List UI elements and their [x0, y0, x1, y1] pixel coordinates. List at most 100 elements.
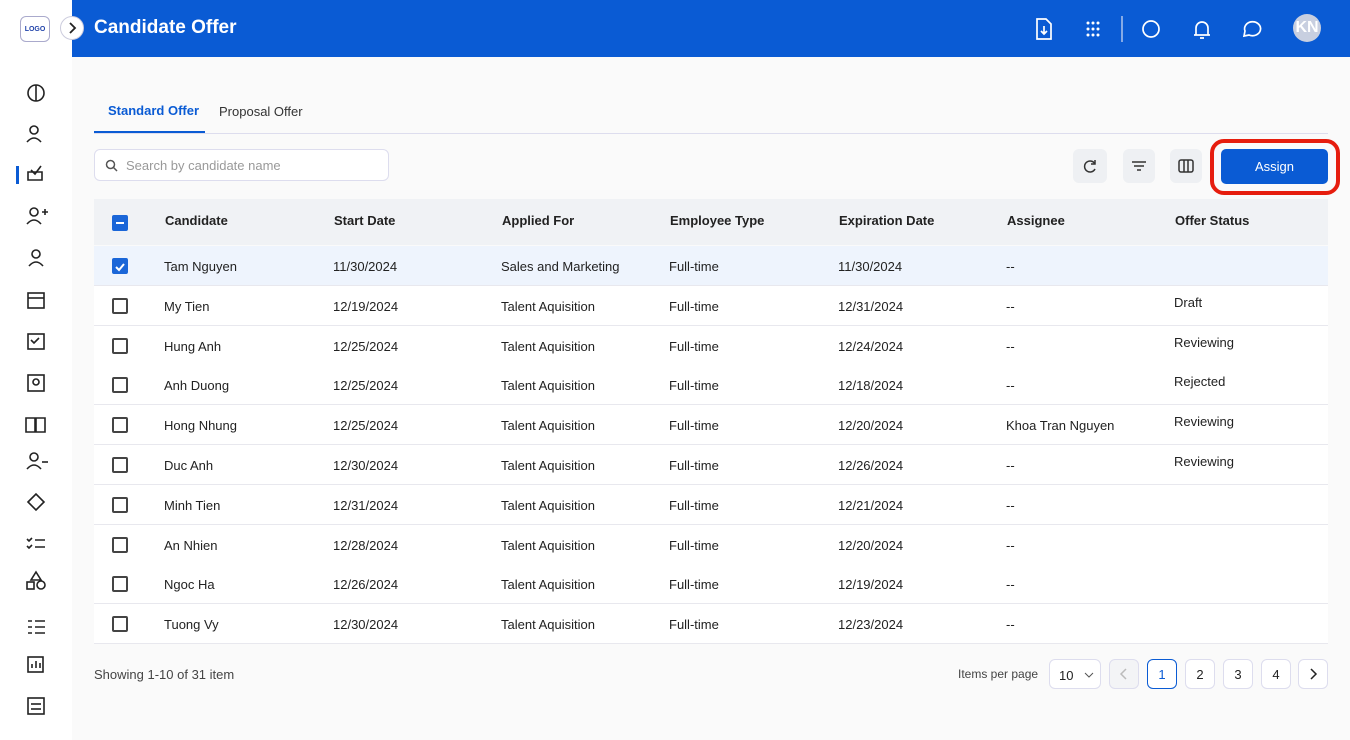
table-cell: Talent Aquisition: [501, 537, 595, 553]
table-cell: Duc Anh: [164, 458, 214, 473]
table-cell: 12/20/2024: [838, 418, 904, 434]
table-cell: 11/30/2024: [333, 259, 398, 274]
table-cell: Talent Aquisition: [501, 418, 595, 434]
table-cell: Talent Aquisition: [501, 458, 595, 473]
row-checkbox[interactable]: [112, 576, 128, 593]
check-icon: [115, 263, 125, 272]
table-cell: Full-time: [669, 537, 719, 553]
table-cell: Minh Tien: [164, 497, 221, 513]
header-icons: [1036, 16, 1262, 42]
table-cell: 11/30/2024: [838, 259, 903, 274]
table-cell: --: [1006, 338, 1015, 354]
table-row[interactable]: [94, 246, 1328, 286]
tab-divider: [94, 133, 1328, 134]
table-cell: 12/25/2024: [333, 338, 399, 354]
row-checkbox[interactable]: [112, 496, 128, 513]
table-cell: Full-time: [669, 298, 719, 314]
search-icon: [105, 159, 118, 172]
table-cell: --: [1006, 378, 1015, 394]
assign-button[interactable]: Assign: [1221, 149, 1328, 184]
row-checkbox[interactable]: [112, 297, 128, 314]
page-button[interactable]: 1: [1147, 659, 1177, 689]
filter-button[interactable]: [1123, 149, 1155, 183]
table-cell: --: [1006, 617, 1015, 633]
next-icon: [1310, 668, 1318, 680]
filter-icon: [1132, 161, 1146, 171]
table-cell: --: [1006, 577, 1015, 593]
next-page[interactable]: [1298, 659, 1328, 689]
row-checkbox[interactable]: [112, 337, 128, 354]
table-row[interactable]: [94, 445, 1328, 485]
table-cell: 12/26/2024: [333, 577, 399, 593]
table-cell: Reviewing: [1174, 334, 1234, 350]
table-row[interactable]: [94, 484, 1328, 525]
table-row[interactable]: [94, 524, 1328, 565]
avatar[interactable]: KN: [1293, 14, 1321, 42]
top-bar: [72, 0, 1350, 57]
table-row[interactable]: [94, 285, 1328, 326]
table-cell: Full-time: [669, 458, 719, 473]
sidebar: [0, 0, 72, 740]
table-cell: Talent Aquisition: [501, 298, 595, 314]
search-input[interactable]: Search by candidate name: [94, 149, 389, 181]
page-button[interactable]: 3: [1223, 659, 1253, 689]
table-cell: Tam Nguyen: [164, 259, 237, 274]
search-placeholder: Search by candidate name: [126, 158, 281, 173]
table-row[interactable]: [94, 365, 1328, 406]
table-cell: --: [1006, 537, 1015, 553]
column-header: Applied For: [502, 213, 575, 228]
page-button[interactable]: 4: [1261, 659, 1291, 689]
table-cell: 12/24/2024: [838, 338, 904, 354]
sidebar-toggle[interactable]: [60, 16, 84, 40]
tab-active[interactable]: Standard Offer: [108, 103, 200, 118]
table-cell: 12/31/2024: [838, 298, 904, 314]
refresh-button[interactable]: [1073, 149, 1107, 183]
row-checkbox[interactable]: [112, 457, 128, 473]
table-cell: 12/30/2024: [333, 617, 399, 633]
table-row[interactable]: [94, 604, 1328, 645]
select-all-checkbox[interactable]: [112, 215, 128, 231]
table-row[interactable]: [94, 564, 1328, 605]
per-page-select[interactable]: 10: [1049, 659, 1101, 689]
table-cell: Full-time: [669, 617, 719, 633]
table-header: [94, 199, 1328, 245]
pagination-summary: Showing 1-10 of 31 item: [94, 667, 235, 682]
row-checkbox[interactable]: [112, 536, 128, 553]
table-row[interactable]: [94, 405, 1328, 446]
table-cell: Full-time: [669, 497, 719, 513]
table-cell: 12/19/2024: [838, 577, 904, 593]
table-cell: 12/19/2024: [333, 298, 399, 314]
table-cell: --: [1006, 298, 1015, 314]
table-cell: Hung Anh: [164, 338, 222, 354]
table-cell: My Tien: [164, 298, 210, 314]
active-indicator: [16, 166, 19, 184]
prev-page[interactable]: [1109, 659, 1139, 689]
logo[interactable]: LOGO: [20, 16, 50, 42]
tab[interactable]: Proposal Offer: [219, 104, 303, 119]
table-cell: Talent Aquisition: [501, 338, 595, 354]
table-cell: --: [1006, 497, 1015, 513]
table-cell: 12/23/2024: [838, 617, 904, 633]
row-checkbox[interactable]: [112, 616, 128, 633]
table-cell: 12/30/2024: [333, 458, 399, 473]
highlight-outline: [1210, 139, 1340, 195]
table-cell: Talent Aquisition: [501, 577, 595, 593]
row-checkbox[interactable]: [112, 377, 128, 394]
table-cell: Hong Nhung: [164, 418, 237, 434]
per-page-value: 10: [1059, 668, 1074, 683]
prev-icon: [1119, 668, 1127, 680]
table-cell: Draft: [1174, 294, 1203, 310]
columns-button[interactable]: [1170, 149, 1202, 183]
table-cell: Ngoc Ha: [164, 577, 215, 593]
row-checkbox[interactable]: [112, 417, 128, 434]
table-cell: Full-time: [669, 418, 719, 434]
row-checkbox[interactable]: [112, 258, 128, 274]
table-cell: Tuong Vy: [164, 617, 219, 633]
per-page-label: Items per page: [958, 667, 1039, 681]
table-cell: Khoa Tran Nguyen: [1006, 418, 1115, 434]
table-cell: Full-time: [669, 577, 719, 593]
table-row[interactable]: [94, 325, 1328, 366]
column-header: Candidate: [165, 213, 228, 228]
page-button[interactable]: 2: [1185, 659, 1215, 689]
